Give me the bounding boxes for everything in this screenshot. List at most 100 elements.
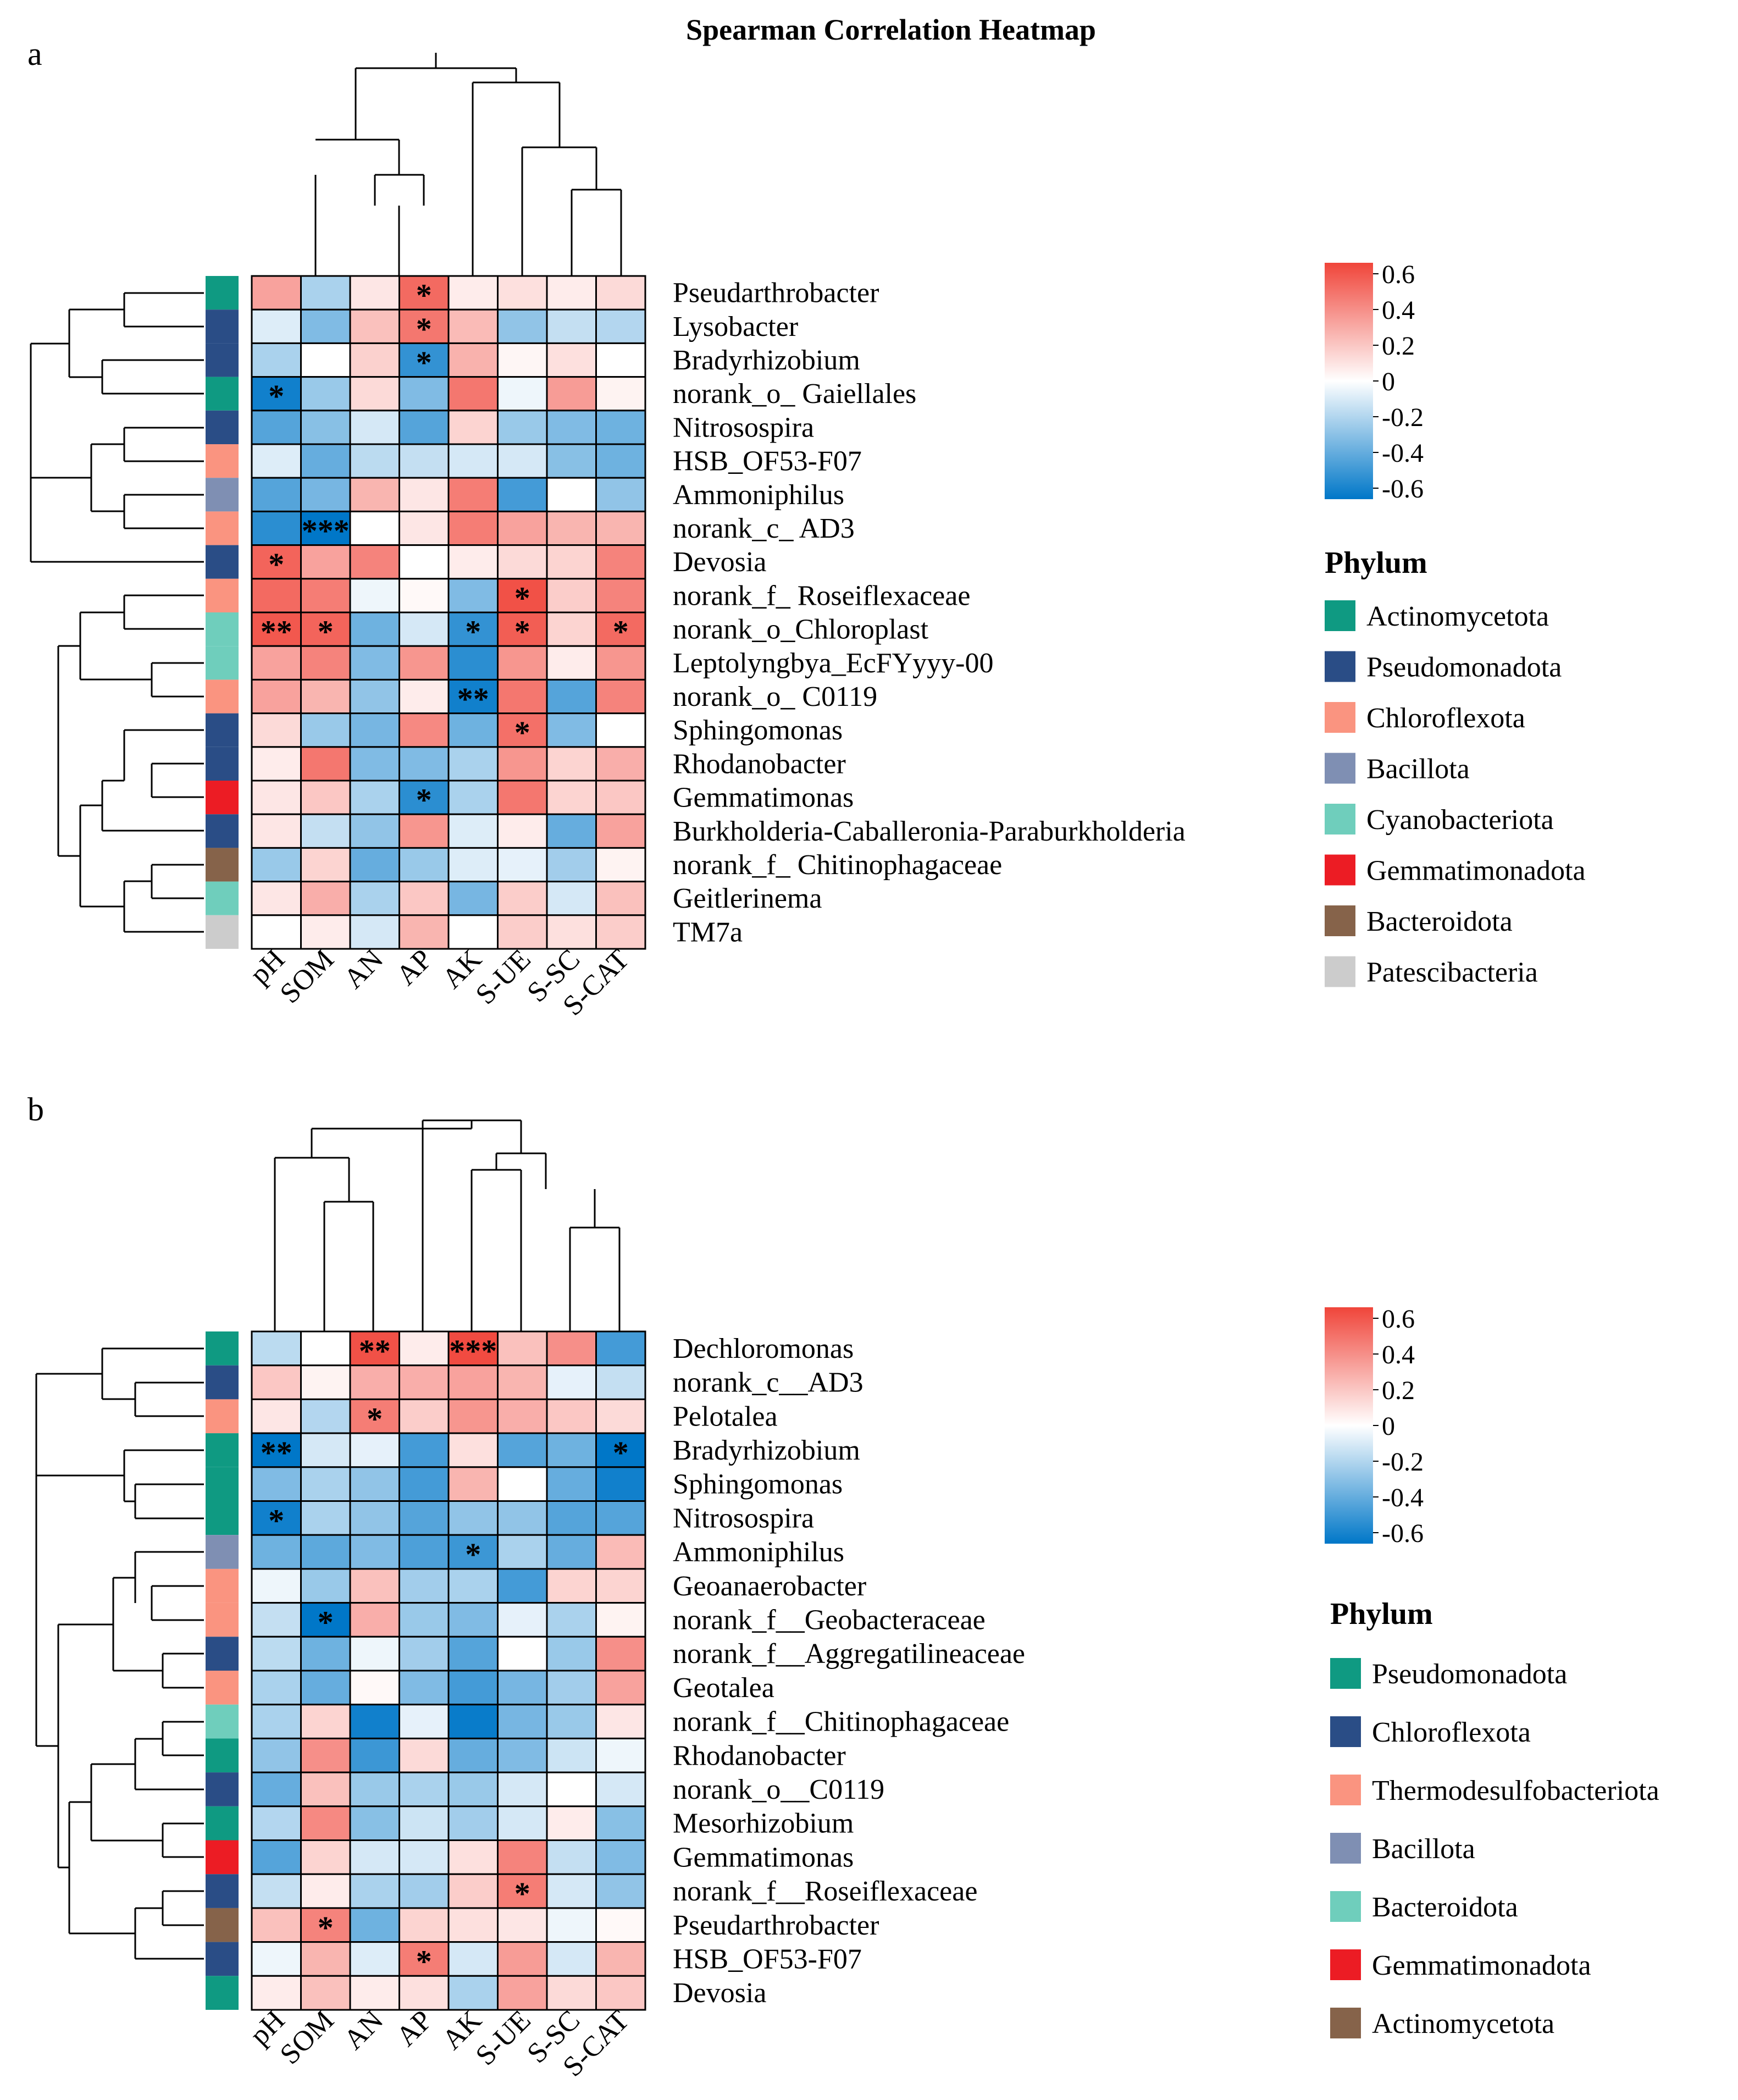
heatmap-cell [398,746,450,782]
row-label: Nitrosospira [673,412,814,443]
heatmap-cell [398,1398,450,1434]
heatmap-cell [251,477,302,512]
significance-mark: * [514,1876,530,1911]
heatmap-cell [497,1771,548,1808]
heatmap-cell [398,1534,450,1570]
heatmap-cell [546,1635,597,1672]
heatmap-cell [447,1941,499,1977]
heatmap-cell [251,342,302,378]
significance-mark: * [416,1943,432,1979]
significance-mark: * [613,1435,629,1471]
column-label: SOM [274,2004,340,2070]
phylum-annotation-cell [206,814,239,848]
heatmap-cell [398,1704,450,1739]
row-label: HSB_OF53-F07 [673,1943,862,1975]
heatmap-cell [595,443,646,479]
heatmap-cell [595,1771,646,1808]
heatmap-cell [349,275,400,311]
phylum-annotation-cell [206,578,239,612]
heatmap-cell [497,342,548,378]
heatmap-cell [546,410,597,445]
color-scale-label: 0.4 [1382,296,1415,325]
heatmap-cell [300,1873,351,1909]
color-scale-label: -0.4 [1382,1483,1424,1512]
significance-mark: * [318,1604,334,1640]
phylum-annotation-cell [206,1433,239,1467]
row-label: Leptolyngbya_EcFYyyy-00 [673,648,993,679]
column-label: AN [338,2004,389,2055]
heatmap-cell [251,275,302,311]
heatmap-cell [349,1737,400,1773]
heatmap-cell [300,1534,351,1570]
heatmap-cell [497,1635,548,1672]
heatmap-cell [546,308,597,344]
significance-mark: ** [359,1333,391,1369]
heatmap-cell [349,1941,400,1977]
heatmap-cell [546,544,597,580]
significance-mark: * [514,715,530,750]
heatmap-cell [349,1975,400,2011]
row-label: norank_o_Chloroplast [673,614,929,645]
heatmap-cell [497,780,548,815]
heatmap-cell [349,645,400,681]
heatmap-cell [595,712,646,748]
legend-title: Phylum [1330,1597,1433,1631]
heatmap-cell [300,813,351,849]
significance-mark: * [465,1537,481,1572]
heatmap-cell [595,342,646,378]
heatmap-cell [497,678,548,715]
row-label: TM7a [673,916,743,948]
heatmap-cell [398,1670,450,1706]
heatmap-cell [546,477,597,512]
significance-mark: * [465,614,481,650]
row-label: Bradyrhizobium [673,345,860,376]
legend-entry: Actinomycetota [1372,2008,1554,2040]
column-label: S-UE [470,2004,537,2071]
phylum-annotation-cell [206,310,239,344]
heatmap-cell [497,1907,548,1943]
heatmap-cell [349,1534,400,1570]
heatmap-cell [546,275,597,311]
heatmap-cell [497,1568,548,1604]
heatmap-cell [447,1330,499,1367]
significance-mark: * [514,614,530,650]
row-dendrogram [30,292,204,933]
phylum-annotation-cell [206,511,239,545]
heatmap-cell [497,645,548,681]
phylum-annotation-cell [206,1942,239,1976]
row-label: Ammoniphilus [673,1537,844,1568]
heatmap-cell [546,847,597,883]
heatmap-cell [497,914,548,950]
heatmap-cell [497,1737,548,1773]
heatmap-cell [546,780,597,815]
heatmap-cell [300,780,351,815]
heatmap-cell [595,1805,646,1842]
heatmap-cell [300,275,351,311]
row-label: Geotalea [673,1672,774,1704]
significance-mark: *** [449,1333,497,1369]
heatmap-cell [251,712,302,748]
row-label: norank_f_ Roseiflexaceae [673,580,970,611]
heatmap-cell [497,443,548,479]
heatmap-cell [595,578,646,614]
heatmap-cell [398,443,450,479]
heatmap-cell [595,678,646,715]
color-scale-bar [1325,263,1373,499]
heatmap-cell [447,1466,499,1502]
heatmap-cell [497,410,548,445]
legend-entry: Actinomycetota [1366,601,1549,632]
heatmap-cell [595,1432,646,1468]
heatmap-cell [398,1907,450,1943]
heatmap-cell [595,881,646,916]
figure-title: Spearman Correlation Heatmap [686,13,1096,46]
heatmap-cell [398,1635,450,1672]
heatmap-cell [447,1907,499,1943]
legend-swatch [1330,1891,1361,1922]
heatmap-cell [349,342,400,378]
heatmap-cell [398,1432,450,1468]
heatmap-cell [447,443,499,479]
color-scale-label: 0 [1382,367,1395,396]
heatmap-cell [447,1568,499,1604]
phylum-annotation-cell [206,1501,239,1535]
heatmap-cell [595,847,646,883]
